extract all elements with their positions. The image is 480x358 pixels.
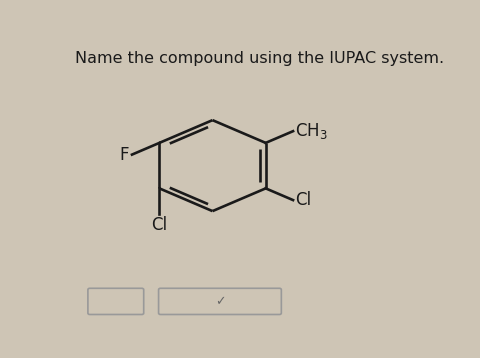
- FancyBboxPatch shape: [88, 288, 144, 314]
- FancyBboxPatch shape: [158, 288, 281, 314]
- Text: Cl: Cl: [151, 216, 168, 234]
- Text: F: F: [120, 146, 129, 164]
- Text: CH$_3$: CH$_3$: [295, 121, 328, 141]
- Text: ✓: ✓: [215, 295, 225, 308]
- Text: Name the compound using the IUPAC system.: Name the compound using the IUPAC system…: [75, 51, 444, 66]
- Text: Cl: Cl: [295, 191, 311, 209]
